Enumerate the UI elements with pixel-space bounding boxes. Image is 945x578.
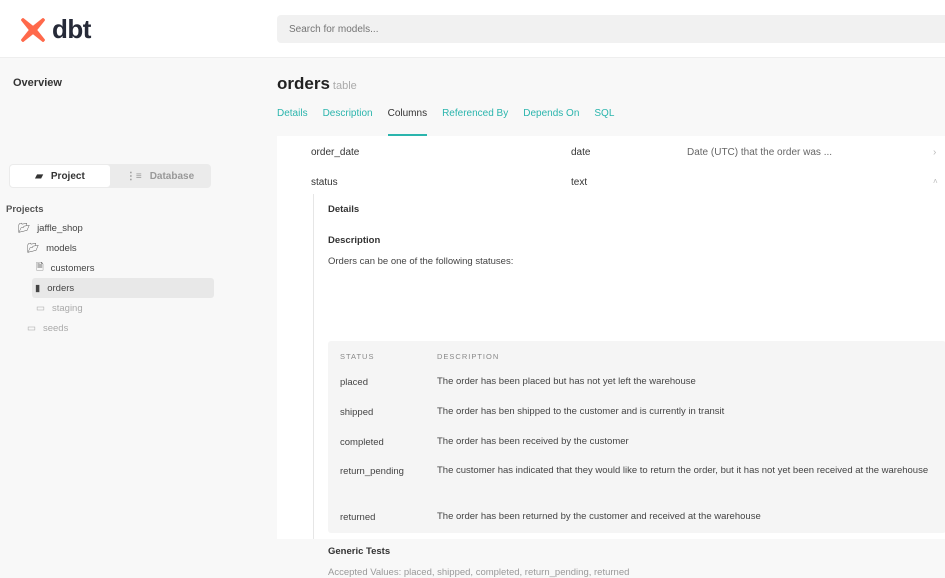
chevron-right-icon: › [933, 147, 937, 158]
folder-icon: ▭ [36, 302, 45, 314]
column-details: Details Description Orders can be one of… [313, 194, 945, 578]
view-toggle: ▰ Project ⋮≡ Database [9, 164, 211, 188]
tab-sql[interactable]: SQL [594, 108, 615, 119]
tree-item-staging[interactable]: ▭ staging [36, 302, 83, 314]
header: dbt [0, 0, 945, 58]
tab-description[interactable]: Description [322, 108, 373, 119]
column-row[interactable]: status text ˄ [311, 177, 938, 188]
tree-item-jaffle-shop[interactable]: 📂︎ jaffle_shop [18, 222, 83, 234]
tree-item-models[interactable]: 📂︎ models [27, 242, 77, 254]
status-table: STATUS DESCRIPTION placed The order has b… [328, 341, 945, 533]
tree-item-customers[interactable]: 🗎 customers [0, 258, 277, 278]
file-filled-icon: ▮ [35, 282, 41, 294]
database-tab[interactable]: ⋮≡ Database [125, 170, 195, 182]
sidebar: Overview ▰ Project ⋮≡ Database Projects 📂︎… [0, 58, 277, 539]
overview-link[interactable]: Overview [13, 77, 62, 89]
folder-icon: ▰ [35, 170, 43, 182]
tabs: Details Description Columns Referenced B… [277, 108, 614, 136]
main-content: orders table Details Description Columns … [277, 58, 945, 578]
tab-depends-on[interactable]: Depends On [523, 108, 580, 119]
tab-columns[interactable]: Columns [387, 108, 428, 136]
file-icon: 🗎 [36, 262, 44, 273]
column-row[interactable]: order_date date Date (UTC) that the orde… [311, 147, 937, 158]
tree-item-seeds[interactable]: ▭ seeds [27, 322, 69, 334]
folder-open-icon: 📂︎ [18, 222, 31, 234]
project-tab[interactable]: ▰ Project [10, 165, 110, 187]
page-title: orders table [277, 74, 357, 93]
columns-panel: order_date date Date (UTC) that the orde… [277, 136, 945, 578]
tree-icon: ⋮≡ [125, 170, 142, 182]
tab-referenced-by[interactable]: Referenced By [442, 108, 509, 119]
project-tree: 📂︎ jaffle_shop 📂︎ models 🗎 customers ▮ order… [0, 218, 277, 338]
dbt-logo-icon [21, 17, 45, 42]
search-input[interactable] [277, 15, 945, 43]
tree-item-orders[interactable]: ▮ orders [32, 278, 214, 298]
tab-details[interactable]: Details [277, 108, 308, 119]
projects-heading: Projects [6, 204, 44, 215]
folder-icon: ▭ [27, 322, 36, 334]
dbt-logo[interactable]: dbt [20, 14, 91, 45]
folder-open-icon: 📂︎ [27, 242, 40, 254]
chevron-up-icon: ˄ [933, 177, 938, 186]
